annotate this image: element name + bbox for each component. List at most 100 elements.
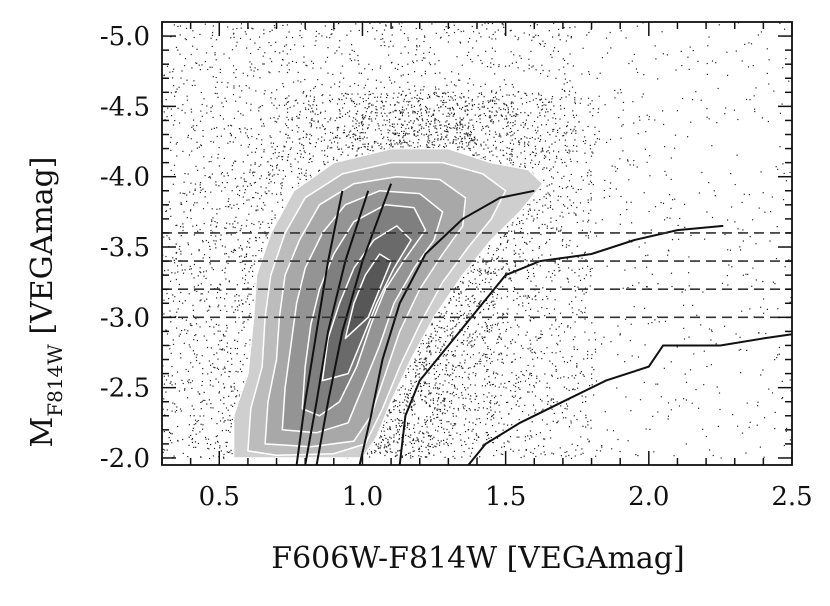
scatter-point <box>190 111 193 113</box>
scatter-point <box>399 118 401 120</box>
scatter-point <box>182 223 184 225</box>
scatter-point <box>692 304 694 306</box>
scatter-point <box>564 78 566 80</box>
scatter-point <box>574 92 577 94</box>
scatter-point <box>401 111 403 113</box>
scatter-point <box>664 146 666 148</box>
scatter-point <box>420 395 422 397</box>
scatter-point <box>525 449 527 451</box>
scatter-point <box>466 109 468 111</box>
scatter-point <box>211 105 213 107</box>
scatter-point <box>683 398 685 400</box>
scatter-point <box>702 291 704 293</box>
scatter-point <box>236 41 238 43</box>
scatter-point <box>243 326 245 328</box>
scatter-point <box>514 341 516 343</box>
scatter-point <box>338 98 340 100</box>
scatter-point <box>235 186 238 188</box>
scatter-point <box>538 227 540 229</box>
scatter-point <box>697 60 699 62</box>
scatter-point <box>476 154 478 156</box>
scatter-point <box>326 36 328 38</box>
scatter-point <box>276 107 278 109</box>
scatter-point <box>227 82 229 84</box>
scatter-point <box>285 133 287 135</box>
scatter-point <box>373 441 375 443</box>
scatter-point <box>538 291 540 293</box>
scatter-point <box>635 454 637 456</box>
scatter-point <box>339 81 341 83</box>
scatter-point <box>186 200 188 202</box>
scatter-point <box>419 104 421 106</box>
scatter-point <box>242 161 244 163</box>
scatter-point <box>511 83 513 86</box>
scatter-point <box>199 362 201 364</box>
scatter-point <box>244 345 246 347</box>
scatter-point <box>309 142 311 144</box>
scatter-point <box>261 207 263 209</box>
scatter-point <box>397 406 399 408</box>
scatter-point <box>490 330 493 332</box>
scatter-point <box>474 363 477 365</box>
scatter-point <box>429 335 431 337</box>
scatter-point <box>251 222 253 225</box>
scatter-point <box>267 222 269 224</box>
scatter-point <box>592 115 594 117</box>
scatter-point <box>408 88 410 90</box>
scatter-point <box>427 121 429 123</box>
scatter-point <box>528 141 530 143</box>
scatter-point <box>231 49 234 51</box>
scatter-point <box>339 117 341 119</box>
scatter-point <box>688 68 690 70</box>
scatter-point <box>390 411 392 413</box>
scatter-point <box>260 195 263 197</box>
scatter-point <box>425 423 427 425</box>
scatter-point <box>317 79 319 81</box>
scatter-point <box>467 376 469 378</box>
scatter-point <box>240 228 242 230</box>
scatter-point <box>455 143 457 145</box>
scatter-point <box>585 426 587 428</box>
scatter-point <box>193 204 195 206</box>
scatter-point <box>220 234 222 236</box>
scatter-point <box>560 405 562 407</box>
scatter-point <box>543 196 545 198</box>
scatter-point <box>309 95 311 97</box>
scatter-point <box>434 445 436 447</box>
scatter-point <box>427 94 430 96</box>
scatter-point <box>269 31 271 33</box>
scatter-point <box>484 158 486 160</box>
scatter-point <box>559 118 561 120</box>
scatter-point <box>566 388 568 390</box>
scatter-point <box>514 390 516 392</box>
scatter-point <box>416 98 418 100</box>
scatter-point <box>462 282 464 284</box>
scatter-point <box>426 363 428 365</box>
scatter-point <box>387 441 389 443</box>
scatter-point <box>423 86 425 88</box>
scatter-point <box>380 38 382 40</box>
scatter-point <box>580 188 582 190</box>
scatter-point <box>454 385 456 387</box>
scatter-point <box>741 201 743 203</box>
scatter-point <box>360 146 362 149</box>
scatter-point <box>674 198 676 200</box>
scatter-point <box>510 448 512 450</box>
scatter-point <box>463 339 465 342</box>
scatter-point <box>297 161 299 163</box>
scatter-point <box>282 59 284 61</box>
scatter-point <box>590 275 592 277</box>
scatter-point <box>439 409 441 411</box>
scatter-point <box>189 191 191 193</box>
scatter-point <box>241 247 243 250</box>
scatter-point <box>452 141 454 143</box>
scatter-point <box>573 346 575 348</box>
scatter-point <box>220 135 222 137</box>
scatter-point <box>386 422 388 424</box>
scatter-point <box>657 283 659 285</box>
scatter-point <box>520 112 522 114</box>
scatter-point <box>400 26 402 28</box>
scatter-point <box>757 401 759 403</box>
scatter-point <box>466 54 468 57</box>
scatter-point <box>209 176 211 178</box>
